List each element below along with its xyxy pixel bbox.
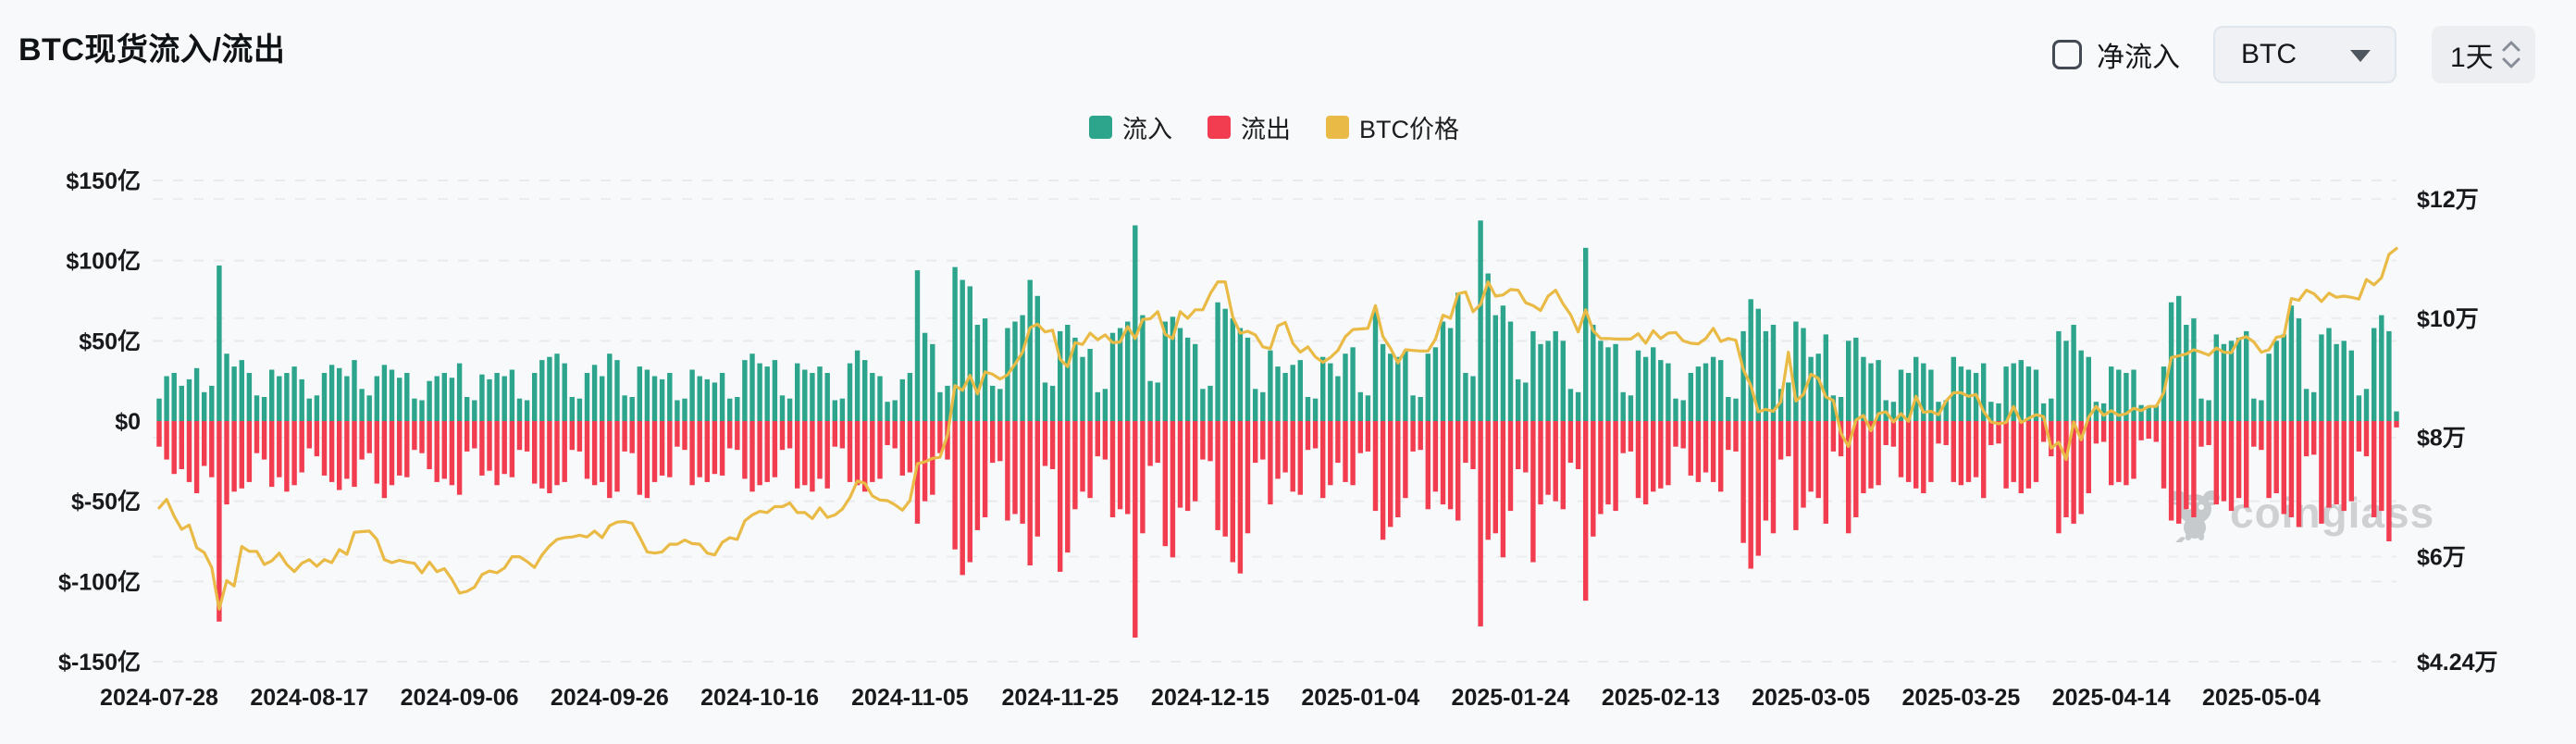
x-axis-tick: 2024-07-28	[100, 685, 218, 711]
right-axis-labels: $12万 $10万 $8万 $6万 $4.24万	[2417, 187, 2498, 676]
left-axis-labels: $150亿 $100亿 $50亿 $0 $-50亿 $-100亿 $-150亿	[58, 168, 141, 676]
outflow-bars	[156, 421, 2399, 638]
right-axis-tick: $4.24万	[2417, 650, 2498, 676]
stepper-arrows-icon[interactable]	[2500, 39, 2522, 70]
coinglass-watermark: coinglass	[2165, 483, 2434, 542]
left-axis-tick: $0	[115, 409, 141, 435]
x-axis-labels: 2024-07-28 2024-08-17 2024-09-06 2024-09-26…	[100, 685, 2321, 711]
legend-item-price[interactable]: BTC价格	[1326, 109, 1459, 145]
left-axis-tick: $-100亿	[58, 569, 141, 595]
header-controls: 净流入 BTC 1天	[2052, 24, 2535, 85]
x-axis-tick: 2024-12-15	[1151, 685, 1269, 711]
x-axis-tick: 2024-11-05	[851, 685, 969, 711]
x-axis-tick: 2025-05-04	[2202, 685, 2321, 711]
gridlines	[153, 180, 2396, 663]
left-axis-tick: $-50亿	[71, 490, 141, 515]
net-inflow-toggle[interactable]: 净流入	[2052, 34, 2213, 75]
coin-select[interactable]: BTC	[2213, 26, 2396, 83]
x-axis-tick: 2024-09-06	[401, 685, 519, 711]
legend-label-price: BTC价格	[1359, 116, 1459, 143]
x-axis-tick: 2025-01-04	[1301, 685, 1419, 711]
x-axis-tick: 2024-11-25	[1001, 685, 1119, 711]
net-inflow-checkbox[interactable]	[2052, 40, 2082, 69]
left-axis-tick: $-150亿	[58, 650, 141, 676]
coin-select-value: BTC	[2241, 39, 2297, 69]
x-axis-tick: 2024-09-26	[551, 685, 669, 711]
page-title: BTC现货流入/流出	[19, 32, 286, 68]
right-axis-tick: $12万	[2417, 187, 2479, 213]
legend-item-inflow[interactable]: 流入	[1089, 109, 1172, 145]
right-axis-tick: $10万	[2417, 306, 2479, 332]
right-axis-tick: $8万	[2417, 426, 2466, 452]
x-axis-tick: 2025-01-24	[1452, 685, 1570, 711]
left-axis-tick: $100亿	[66, 249, 141, 275]
legend-label-inflow: 流入	[1122, 116, 1172, 143]
x-axis-tick: 2025-02-13	[1602, 685, 1720, 711]
left-axis-tick: $50亿	[79, 329, 141, 354]
legend-item-outflow[interactable]: 流出	[1208, 109, 1291, 145]
interval-value: 1天	[2450, 43, 2494, 73]
inflow-bars	[156, 220, 2399, 421]
inflow-swatch-icon	[1089, 116, 1112, 139]
price-swatch-icon	[1326, 116, 1349, 139]
x-axis-tick: 2024-08-17	[250, 685, 368, 711]
btc-price-line	[157, 246, 2398, 611]
chevron-down-icon	[2350, 50, 2371, 62]
watermark-text: coinglass	[2230, 489, 2435, 537]
legend-label-outflow: 流出	[1241, 116, 1291, 143]
x-axis-tick: 2025-03-05	[1752, 685, 1870, 711]
x-axis-tick: 2025-04-14	[2052, 685, 2171, 711]
net-inflow-label: 净流入	[2097, 43, 2180, 73]
right-axis-tick: $6万	[2417, 545, 2466, 571]
left-axis-tick: $150亿	[66, 168, 141, 194]
x-axis-tick: 2025-03-25	[1901, 685, 2020, 711]
interval-stepper[interactable]: 1天	[2432, 26, 2535, 83]
chart-legend: 流入 流出 BTC价格	[1071, 109, 1477, 145]
x-axis-tick: 2024-10-16	[700, 685, 819, 711]
outflow-swatch-icon	[1208, 116, 1231, 139]
